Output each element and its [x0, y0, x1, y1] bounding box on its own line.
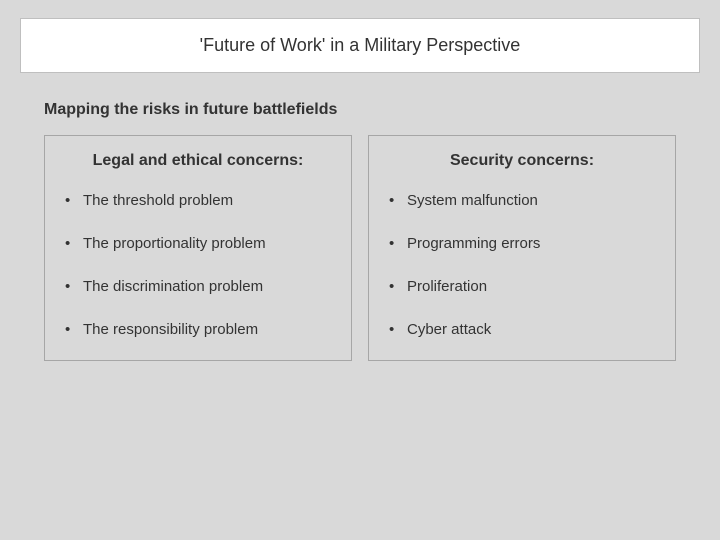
column-list: System malfunction Programming errors Pr…	[387, 192, 657, 338]
slide-subtitle: Mapping the risks in future battlefields	[44, 101, 700, 119]
list-item: Programming errors	[387, 235, 657, 252]
list-item: The proportionality problem	[63, 235, 333, 252]
column-legal-ethical: Legal and ethical concerns: The threshol…	[44, 135, 352, 361]
title-bar: 'Future of Work' in a Military Perspecti…	[20, 18, 700, 73]
column-heading: Security concerns:	[387, 152, 657, 170]
slide-title: 'Future of Work' in a Military Perspecti…	[41, 35, 679, 56]
slide-container: 'Future of Work' in a Military Perspecti…	[0, 0, 720, 540]
column-heading: Legal and ethical concerns:	[63, 152, 333, 170]
list-item: System malfunction	[387, 192, 657, 209]
column-list: The threshold problem The proportionalit…	[63, 192, 333, 338]
list-item: The discrimination problem	[63, 278, 333, 295]
column-security: Security concerns: System malfunction Pr…	[368, 135, 676, 361]
list-item: Proliferation	[387, 278, 657, 295]
list-item: Cyber attack	[387, 321, 657, 338]
columns-wrapper: Legal and ethical concerns: The threshol…	[20, 135, 700, 361]
list-item: The threshold problem	[63, 192, 333, 209]
list-item: The responsibility problem	[63, 321, 333, 338]
